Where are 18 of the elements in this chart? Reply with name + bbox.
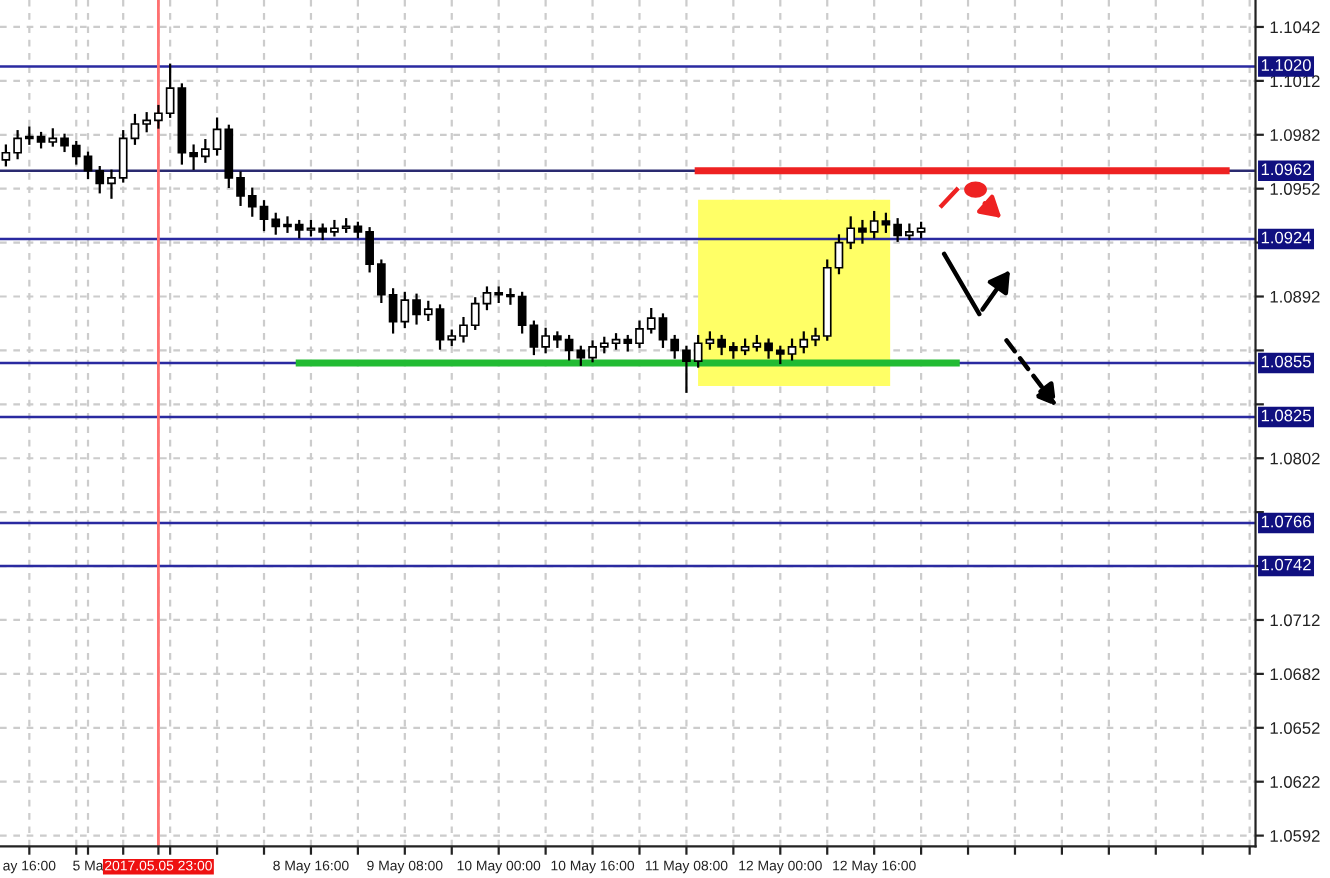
y-tick-label: 1.0682 xyxy=(1270,668,1320,681)
ref-line-label: 1.0962 xyxy=(1261,163,1311,176)
y-tick-label: 1.0802 xyxy=(1270,452,1320,465)
ref-line-label: 1.0825 xyxy=(1261,409,1311,422)
y-tick-label: 1.0622 xyxy=(1270,776,1320,788)
y-tick-label: 1.1042 xyxy=(1270,21,1320,34)
y-tick-label: 1.0982 xyxy=(1270,129,1320,141)
y-tick-label: 1.1012 xyxy=(1270,75,1320,88)
y-tick-label: 1.0652 xyxy=(1270,722,1320,734)
y-tick-label: 1.0892 xyxy=(1270,290,1320,303)
ref-line-label: 1.1020 xyxy=(1261,59,1311,71)
ref-line-label: 1.0855 xyxy=(1261,355,1311,368)
y-tick-label: 1.0592 xyxy=(1270,830,1320,842)
ref-line-label: 1.0766 xyxy=(1261,515,1311,528)
y-tick-label: 1.0952 xyxy=(1270,183,1320,195)
y-tick-label: 1.0712 xyxy=(1270,614,1320,627)
ref-line-label: 1.0924 xyxy=(1261,231,1312,244)
ref-line-label: 1.0742 xyxy=(1261,558,1311,571)
